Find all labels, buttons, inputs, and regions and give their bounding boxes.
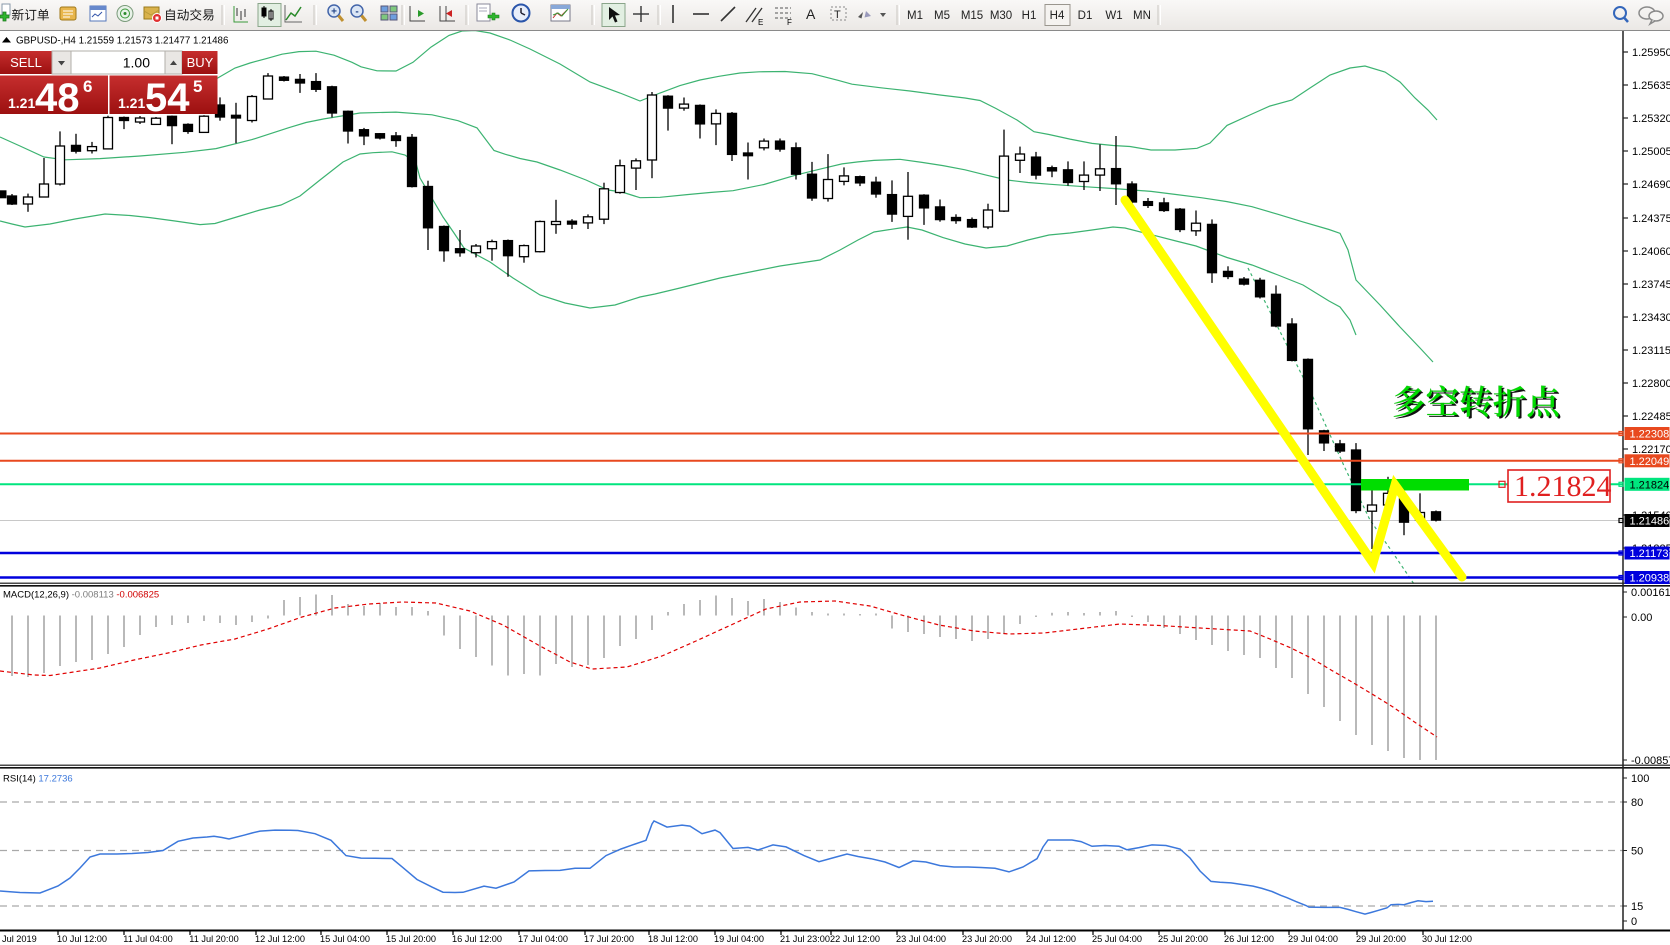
svg-text:1.23115: 1.23115 — [1632, 345, 1670, 357]
svg-text:1.22800: 1.22800 — [1632, 378, 1670, 390]
svg-text:80: 80 — [1631, 797, 1643, 809]
svg-text:E: E — [758, 18, 763, 27]
svg-text:H4: H4 — [1050, 10, 1065, 22]
svg-text:1.21: 1.21 — [8, 95, 35, 111]
svg-text:100: 100 — [1631, 773, 1649, 785]
svg-text:54: 54 — [145, 76, 190, 120]
svg-text:48: 48 — [35, 76, 80, 120]
svg-text:1.20938: 1.20938 — [1630, 573, 1670, 585]
svg-text:15 Jul 04:00: 15 Jul 04:00 — [320, 934, 370, 944]
svg-text:1.21824: 1.21824 — [1630, 479, 1670, 491]
svg-text:1.24375: 1.24375 — [1632, 213, 1670, 225]
svg-text:12 Jul 12:00: 12 Jul 12:00 — [255, 934, 305, 944]
svg-text:18 Jul 12:00: 18 Jul 12:00 — [648, 934, 698, 944]
svg-text:23 Jul 04:00: 23 Jul 04:00 — [896, 934, 946, 944]
svg-text:15: 15 — [1631, 901, 1643, 913]
svg-text:19 Jul 04:00: 19 Jul 04:00 — [714, 934, 764, 944]
svg-text:M5: M5 — [934, 10, 950, 22]
svg-text:1.21: 1.21 — [118, 95, 145, 111]
svg-text:GBPUSD-,H4 1.21559 1.21573 1.: GBPUSD-,H4 1.21559 1.21573 1.21477 1.214… — [16, 36, 229, 47]
svg-text:1.23745: 1.23745 — [1632, 279, 1670, 291]
svg-text:1.25005: 1.25005 — [1632, 146, 1670, 158]
svg-text:0.00161: 0.00161 — [1631, 587, 1670, 599]
svg-text:50: 50 — [1631, 846, 1643, 858]
svg-text:10 Jul 12:00: 10 Jul 12:00 — [57, 934, 107, 944]
svg-text:1.25635: 1.25635 — [1632, 80, 1670, 92]
svg-text:M30: M30 — [990, 10, 1012, 22]
svg-text:W1: W1 — [1105, 10, 1122, 22]
svg-text:1.22485: 1.22485 — [1632, 411, 1670, 423]
svg-text:-: - — [355, 7, 358, 18]
svg-text:1.00: 1.00 — [123, 55, 150, 71]
svg-text:1.22049: 1.22049 — [1630, 456, 1670, 468]
svg-text:M15: M15 — [961, 10, 983, 22]
svg-text:21 Jul 23:00: 21 Jul 23:00 — [780, 934, 830, 944]
svg-text:1.23430: 1.23430 — [1632, 312, 1670, 324]
svg-text:F: F — [787, 18, 792, 27]
svg-text:5: 5 — [193, 77, 202, 96]
svg-text:25 Jul 04:00: 25 Jul 04:00 — [1092, 934, 1142, 944]
svg-text:17 Jul 20:00: 17 Jul 20:00 — [584, 934, 634, 944]
svg-text:M1: M1 — [907, 10, 923, 22]
svg-text:1.25320: 1.25320 — [1632, 113, 1670, 125]
svg-text:1.24690: 1.24690 — [1632, 179, 1670, 191]
svg-text:0.00: 0.00 — [1631, 612, 1652, 624]
svg-text:BUY: BUY — [187, 55, 214, 70]
svg-text:29 Jul 04:00: 29 Jul 04:00 — [1288, 934, 1338, 944]
svg-text:MN: MN — [1133, 10, 1151, 22]
svg-text:15 Jul 20:00: 15 Jul 20:00 — [386, 934, 436, 944]
svg-text:MACD(12,26,9) -0.008113 -0.006: MACD(12,26,9) -0.008113 -0.006825 — [3, 590, 159, 601]
svg-text:1.22308: 1.22308 — [1630, 429, 1670, 441]
svg-text:T: T — [834, 9, 841, 21]
svg-text:22 Jul 12:00: 22 Jul 12:00 — [830, 934, 880, 944]
svg-text:1.21486: 1.21486 — [1630, 516, 1670, 528]
svg-text:A: A — [806, 6, 816, 22]
svg-text:0: 0 — [1631, 916, 1637, 928]
svg-text:16 Jul 12:00: 16 Jul 12:00 — [452, 934, 502, 944]
svg-text:+: + — [331, 7, 337, 18]
svg-text:H1: H1 — [1022, 10, 1037, 22]
svg-text:D1: D1 — [1078, 10, 1093, 22]
svg-text:17 Jul 04:00: 17 Jul 04:00 — [518, 934, 568, 944]
svg-text:1.24060: 1.24060 — [1632, 246, 1670, 258]
svg-text:Jul 2019: Jul 2019 — [2, 934, 37, 944]
svg-text:-0.008577: -0.008577 — [1631, 755, 1670, 767]
svg-text:1.25950: 1.25950 — [1632, 47, 1670, 59]
svg-text:6: 6 — [83, 77, 92, 96]
svg-text:26 Jul 12:00: 26 Jul 12:00 — [1224, 934, 1274, 944]
svg-text:SELL: SELL — [10, 55, 42, 70]
svg-text:11 Jul 20:00: 11 Jul 20:00 — [189, 934, 238, 944]
svg-text:24 Jul 12:00: 24 Jul 12:00 — [1026, 934, 1076, 944]
svg-text:23 Jul 20:00: 23 Jul 20:00 — [962, 934, 1012, 944]
svg-text:1.22170: 1.22170 — [1632, 444, 1670, 456]
svg-text:RSI(14) 17.2736: RSI(14) 17.2736 — [3, 774, 73, 785]
svg-text:25 Jul 20:00: 25 Jul 20:00 — [1158, 934, 1208, 944]
svg-text:11 Jul 04:00: 11 Jul 04:00 — [123, 934, 172, 944]
svg-text:29 Jul 20:00: 29 Jul 20:00 — [1356, 934, 1406, 944]
svg-text:1.21824: 1.21824 — [1514, 470, 1612, 503]
svg-text:1.21173: 1.21173 — [1630, 548, 1669, 560]
svg-text:30 Jul 12:00: 30 Jul 12:00 — [1422, 934, 1472, 944]
